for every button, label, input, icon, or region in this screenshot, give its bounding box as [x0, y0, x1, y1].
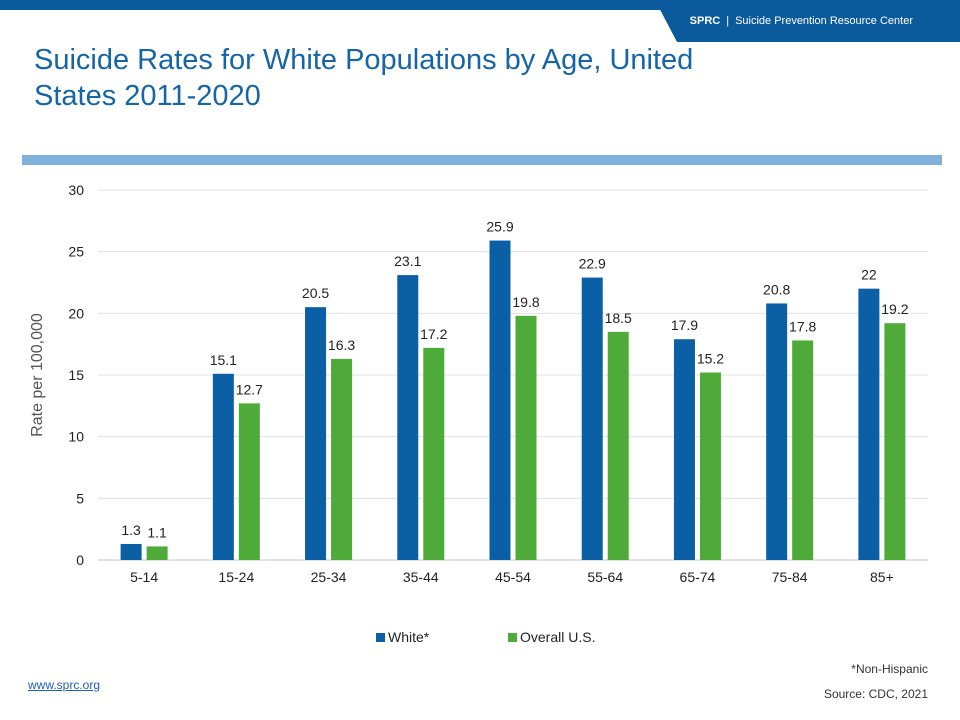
bar-overall-us	[238, 403, 260, 560]
page-title: Suicide Rates for White Populations by A…	[34, 44, 694, 112]
data-label: 18.5	[605, 310, 632, 326]
data-label: 23.1	[394, 253, 421, 269]
data-label: 17.8	[789, 318, 816, 334]
brand-tab: SPRC | Suicide Prevention Resource Cente…	[655, 0, 960, 42]
y-tick-label: 5	[76, 490, 84, 506]
y-tick-label: 10	[68, 429, 84, 445]
y-tick-label: 30	[68, 182, 84, 198]
x-tick-label: 15-24	[218, 569, 254, 585]
bar-chart: 0 5 10 15 20 25 30 Rate per 100,000 1.3 1.1 5-14 15…	[29, 182, 928, 645]
bar-overall-us	[699, 372, 721, 560]
data-label: 17.9	[671, 317, 698, 333]
data-label: 1.1	[147, 524, 167, 540]
bar-overall-us	[884, 323, 906, 560]
data-label: 22	[861, 267, 877, 283]
legend-swatch	[376, 633, 385, 642]
source-note: Source: CDC, 2021	[823, 687, 928, 701]
x-tick-label: 45-54	[495, 569, 531, 585]
x-tick-label: 25-34	[311, 569, 347, 585]
bar-white	[120, 543, 142, 560]
data-label: 15.2	[697, 351, 724, 367]
data-label: 19.8	[512, 294, 539, 310]
bar-overall-us	[607, 331, 629, 560]
y-axis-label: Rate per 100,000	[29, 313, 46, 437]
bar-overall-us	[792, 340, 814, 560]
x-tick-label: 85+	[870, 569, 894, 585]
bar-overall-us	[146, 546, 168, 560]
bar-white	[581, 277, 603, 560]
legend-label: White*	[388, 629, 430, 645]
website-link[interactable]: www.sprc.org	[28, 678, 101, 692]
bar-white	[212, 373, 234, 560]
top-bar	[0, 0, 960, 10]
bar-white	[305, 307, 327, 560]
data-label: 1.3	[121, 522, 141, 538]
bar-overall-us	[423, 347, 445, 560]
title-rule	[22, 155, 942, 165]
bar-white	[489, 240, 511, 561]
data-label: 17.2	[420, 326, 447, 342]
data-label: 15.1	[210, 352, 237, 368]
bar-white	[673, 339, 695, 560]
x-tick-label: 55-64	[587, 569, 623, 585]
bar-white	[397, 275, 419, 560]
data-label: 25.9	[486, 219, 513, 235]
legend-label: Overall U.S.	[520, 629, 595, 645]
bar-white	[858, 288, 880, 560]
legend-swatch	[508, 633, 517, 642]
y-tick-label: 20	[68, 305, 84, 321]
bar-white	[766, 303, 788, 560]
brand-full-name: Suicide Prevention Resource Center	[735, 15, 913, 27]
bar-overall-us	[515, 315, 537, 560]
x-tick-label: 35-44	[403, 569, 439, 585]
x-tick-label: 75-84	[772, 569, 808, 585]
data-label: 20.8	[763, 281, 790, 297]
x-tick-label: 5-14	[130, 569, 158, 585]
brand-short: SPRC	[689, 15, 721, 27]
y-tick-label: 25	[68, 244, 84, 260]
y-tick-label: 15	[68, 367, 84, 383]
bar-overall-us	[331, 358, 353, 560]
data-label: 20.5	[302, 285, 329, 301]
data-label: 12.7	[236, 381, 263, 397]
footnote: *Non-Hispanic	[851, 662, 928, 676]
brand-separator: |	[726, 15, 730, 27]
data-label: 19.2	[881, 301, 908, 317]
data-label: 22.9	[579, 256, 606, 272]
y-tick-label: 0	[76, 552, 84, 568]
data-label: 16.3	[328, 337, 355, 353]
x-tick-label: 65-74	[680, 569, 716, 585]
